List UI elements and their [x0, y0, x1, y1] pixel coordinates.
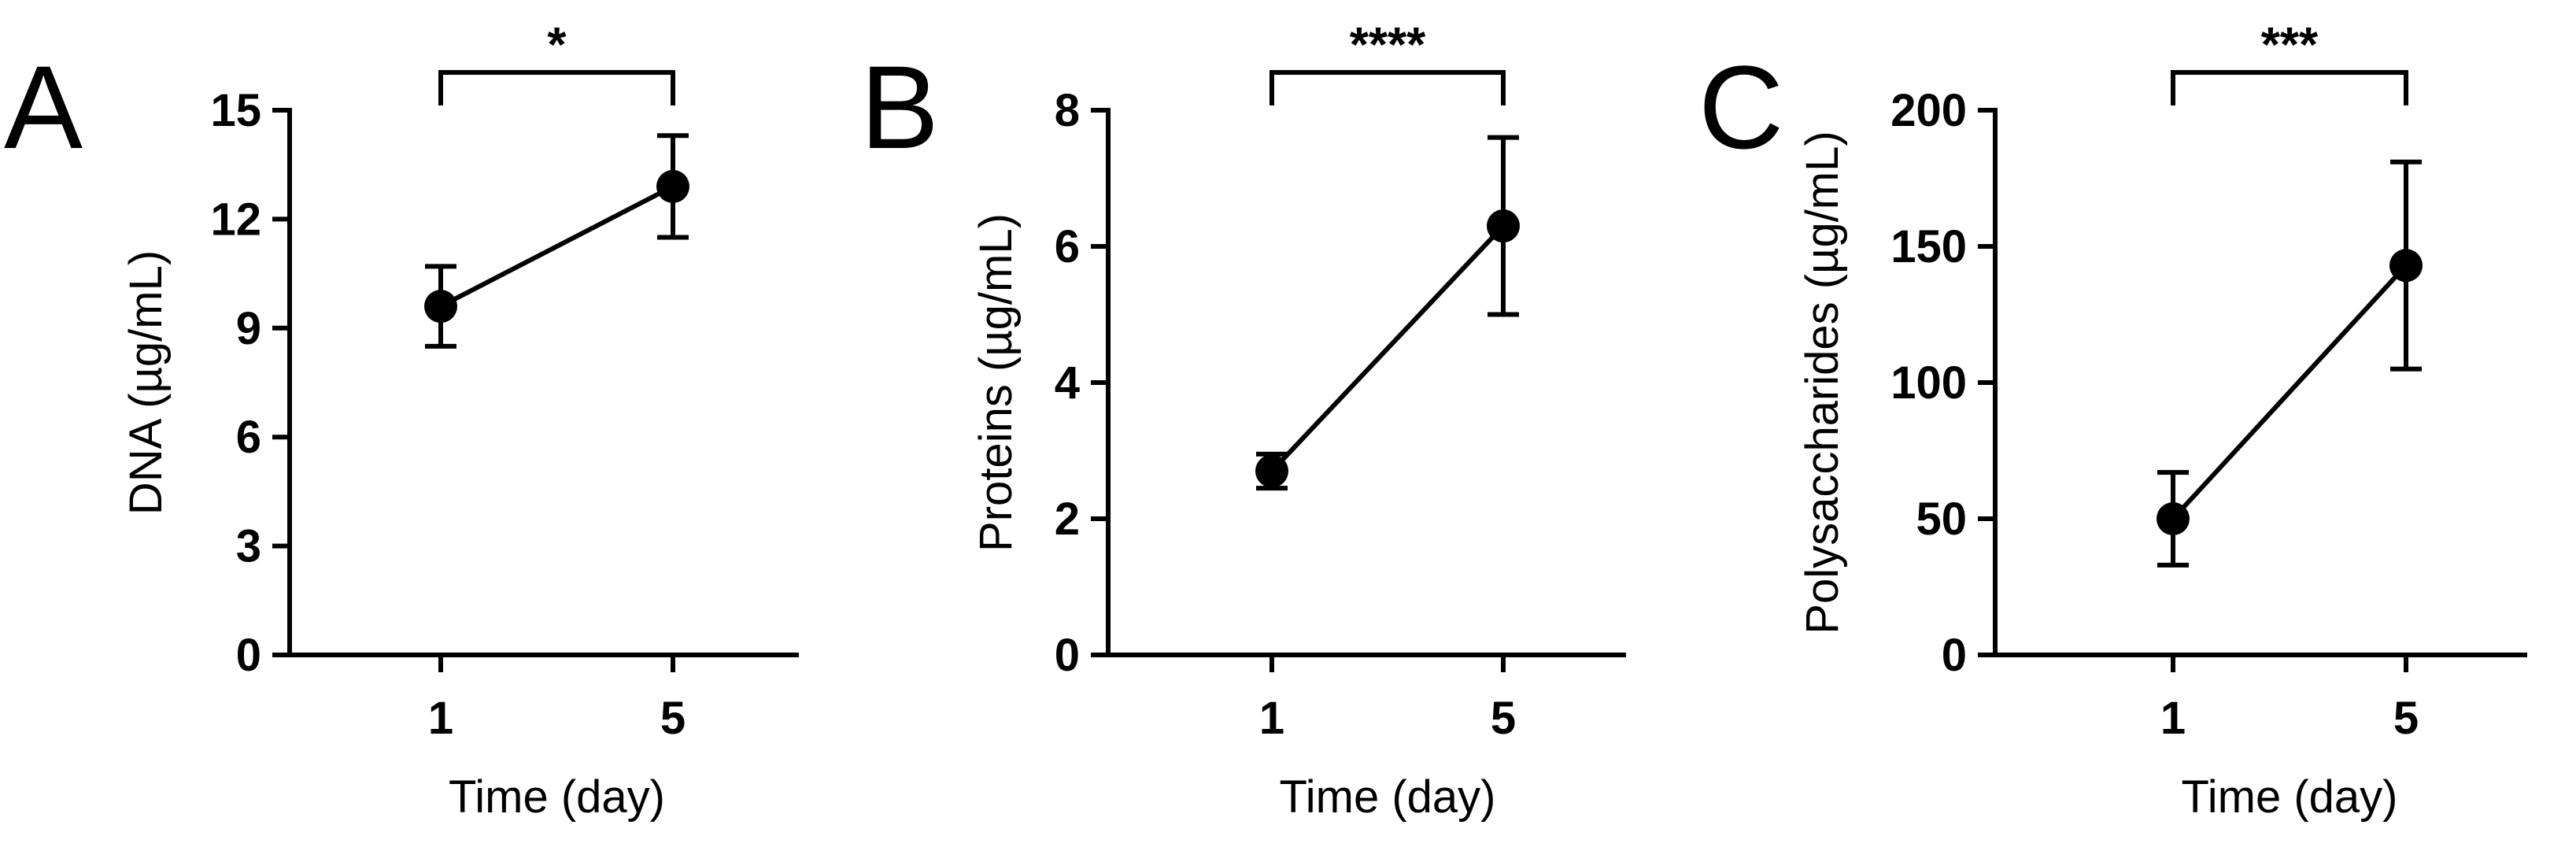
significance-bracket [1270, 70, 1506, 105]
y-tick-label: 15 [210, 85, 261, 136]
y-tick-label: 100 [1890, 357, 1967, 409]
x-tick-label: 5 [660, 693, 686, 744]
data-point [2389, 249, 2423, 283]
series-line [439, 184, 674, 309]
data-point [656, 169, 689, 203]
x-tick-label: 1 [1259, 693, 1284, 744]
y-tick-label: 6 [1055, 221, 1080, 272]
data-point [424, 290, 457, 324]
significance-bracket [2171, 70, 2408, 105]
x-tick-label: 1 [428, 693, 453, 744]
y-tick-label: 2 [1055, 494, 1080, 545]
panel-b: B 0 2 4 6 8 1 5 Time (day) Proteins (µg/mL) **** [860, 18, 1626, 823]
data-point [1255, 454, 1288, 488]
y-tick-label: 6 [236, 412, 261, 463]
x-axis-title: Time (day) [2182, 771, 2398, 823]
y-tick-label: 0 [1055, 630, 1080, 681]
y-tick-label: 12 [210, 194, 261, 245]
y-tick-label: 4 [1055, 357, 1080, 409]
series-line [1270, 224, 1506, 473]
y-axis-title: DNA (µg/mL) [120, 250, 172, 515]
y-tick-label: 0 [236, 630, 261, 681]
panel-letter: A [4, 41, 83, 173]
x-axis-title: Time (day) [449, 771, 665, 823]
y-tick-label: 8 [1055, 85, 1080, 136]
panel-c: C 0 50 100 150 200 1 5 Time (day) Polysaccharides… [1698, 18, 2527, 823]
x-tick-label: 1 [2160, 693, 2186, 744]
significance-label: **** [1350, 18, 1426, 72]
panel-letter: C [1698, 41, 1783, 173]
data-point [1487, 209, 1520, 243]
y-axis-title: Polysaccharides (µg/mL) [1797, 131, 1848, 634]
y-tick-label: 200 [1890, 85, 1967, 136]
panel-letter: B [860, 41, 939, 173]
y-tick-label: 50 [1916, 494, 1967, 545]
y-tick-label: 9 [236, 303, 261, 354]
data-point [2157, 502, 2190, 535]
y-tick-label: 150 [1890, 221, 1967, 272]
significance-label: *** [2261, 18, 2319, 72]
significance-bracket [438, 70, 675, 105]
x-axis-title: Time (day) [1280, 771, 1496, 823]
y-axis-title: Proteins (µg/mL) [970, 213, 1022, 552]
x-tick-label: 5 [1491, 693, 1516, 744]
y-tick-label: 3 [236, 521, 261, 572]
y-tick-label: 0 [1942, 630, 1967, 681]
x-tick-label: 5 [2393, 693, 2419, 744]
series-line [2171, 264, 2408, 521]
significance-label: * [547, 18, 567, 72]
